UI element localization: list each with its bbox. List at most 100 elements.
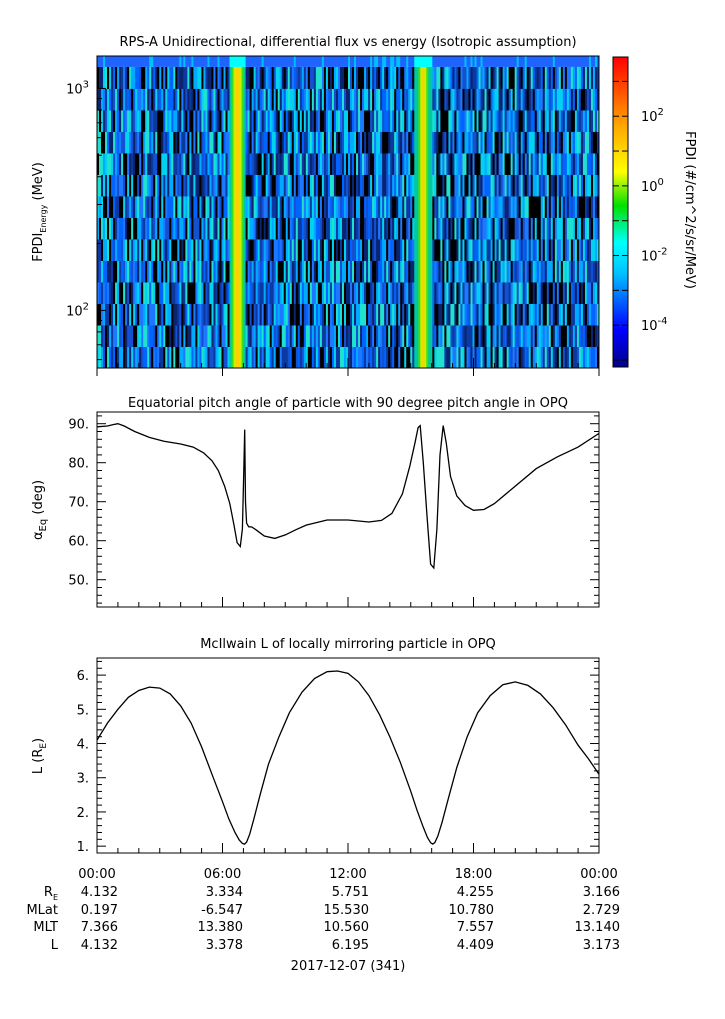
spectrogram-cell	[281, 281, 285, 304]
spectrogram-cell	[181, 66, 184, 89]
spectrogram-cell	[181, 217, 184, 240]
spectrogram-cell	[396, 195, 399, 218]
spectrogram-cell	[275, 324, 279, 347]
spectrogram-cell	[119, 281, 122, 304]
spectrogram-cell	[185, 238, 188, 261]
spectrogram-cell	[580, 66, 584, 89]
spectrogram-cell	[372, 346, 375, 368]
spectrogram-cell	[229, 324, 233, 347]
spectrogram-cell	[113, 195, 116, 218]
spectrogram-cell	[440, 174, 443, 197]
spectrogram-cell	[548, 217, 552, 240]
spectrogram-cell	[396, 174, 399, 197]
spectrogram-cell	[516, 56, 520, 67]
spectrogram-cell	[360, 346, 363, 368]
spectrogram-cell	[159, 152, 162, 175]
spectrogram-cell	[265, 260, 269, 283]
spectrogram-cell	[271, 109, 275, 132]
spectrogram-cell	[269, 346, 273, 368]
spectrogram-cell	[396, 66, 399, 89]
spectrogram-cell	[486, 346, 490, 368]
spectrogram-cell	[167, 238, 170, 261]
spectrogram-cell	[127, 88, 130, 111]
spectrogram-cell	[345, 217, 349, 240]
spectrogram-cell	[542, 109, 546, 132]
spectrogram-cell	[253, 217, 257, 240]
spectrogram-cell	[552, 195, 556, 218]
spectrogram-cell	[299, 131, 303, 154]
spectrogram-cell	[382, 56, 385, 67]
spectrogram-cell	[125, 88, 128, 111]
spectrogram-cell	[584, 131, 588, 154]
spectrogram-cell	[99, 88, 102, 111]
spectrogram-cell	[520, 109, 524, 132]
spectrogram-cell	[227, 174, 231, 197]
spectrogram-cell	[291, 260, 295, 283]
spectrogram-cell	[536, 303, 540, 326]
spectrogram-cell	[291, 217, 295, 240]
spectrogram-cell	[520, 131, 524, 154]
spectrogram-cell	[209, 324, 213, 347]
spectrogram-cell	[352, 56, 355, 67]
spectrogram-cell	[378, 56, 381, 67]
spectrogram-cell	[269, 174, 273, 197]
spectrogram-cell	[392, 56, 395, 67]
spectrogram-cell	[143, 238, 146, 261]
spectrogram-cell	[345, 281, 349, 304]
spectrogram-cell	[558, 131, 562, 154]
spectrogram-cell	[329, 238, 333, 261]
spectrogram-cell	[524, 260, 528, 283]
spectrogram-cell	[526, 152, 530, 175]
spectrogram-cell	[229, 260, 233, 283]
spectrogram-cell	[358, 109, 361, 132]
spectrogram-cell	[253, 88, 257, 111]
spectrogram-cell	[466, 260, 470, 283]
spectrogram-cell	[416, 174, 419, 197]
spectrogram-cell	[265, 66, 269, 89]
spectrogram-cell	[169, 109, 172, 132]
spectrogram-cell	[265, 217, 269, 240]
spectrogram-cell	[406, 260, 409, 283]
spectrogram-cell	[438, 152, 441, 175]
spectrogram-cell	[390, 324, 393, 347]
spectrogram-cell	[175, 303, 178, 326]
spectrogram-cell	[273, 131, 277, 154]
spectrogram-cell	[540, 152, 544, 175]
spectrogram-cell	[374, 195, 377, 218]
spectrogram-cell	[119, 109, 122, 132]
spectrogram-cell	[159, 324, 162, 347]
spectrogram-cell	[253, 260, 257, 283]
spectrogram-cell	[488, 174, 492, 197]
spectrogram-cell	[382, 303, 385, 326]
spectrogram-cell	[430, 260, 433, 283]
spectrogram-cell	[273, 56, 277, 67]
spectrogram-cell	[125, 217, 128, 240]
spectrogram-cell	[155, 109, 158, 132]
spectrogram-cell	[343, 303, 347, 326]
spectrogram-cell	[358, 260, 361, 283]
spectrogram-cell	[560, 88, 564, 111]
spectrogram-cell	[506, 66, 510, 89]
spectrogram-cell	[231, 131, 235, 154]
spectrogram-cell	[524, 56, 528, 67]
spectrogram-cell	[275, 217, 279, 240]
x-tick-label: 00:00	[78, 867, 115, 882]
spectrogram-cell	[534, 346, 538, 368]
spectrogram-cell	[548, 131, 552, 154]
spectrogram-cell	[358, 238, 361, 261]
spectrogram-cell	[566, 195, 570, 218]
spectrogram-cell	[418, 174, 421, 197]
spectrogram-cell	[339, 66, 343, 89]
spectrogram-cell	[295, 238, 299, 261]
spectrogram-cell	[514, 238, 518, 261]
spectrogram-cell	[321, 281, 325, 304]
spectrogram-cell	[293, 195, 297, 218]
spectrogram-cell	[572, 195, 576, 218]
spectrogram-cell	[414, 324, 417, 347]
spectrogram-cell	[237, 131, 241, 154]
spectrogram-cell	[317, 238, 321, 261]
spectrogram-cell	[157, 174, 160, 197]
spectrogram-cell	[169, 131, 172, 154]
spectrogram-cell	[528, 195, 532, 218]
spectrogram-cell	[368, 88, 371, 111]
